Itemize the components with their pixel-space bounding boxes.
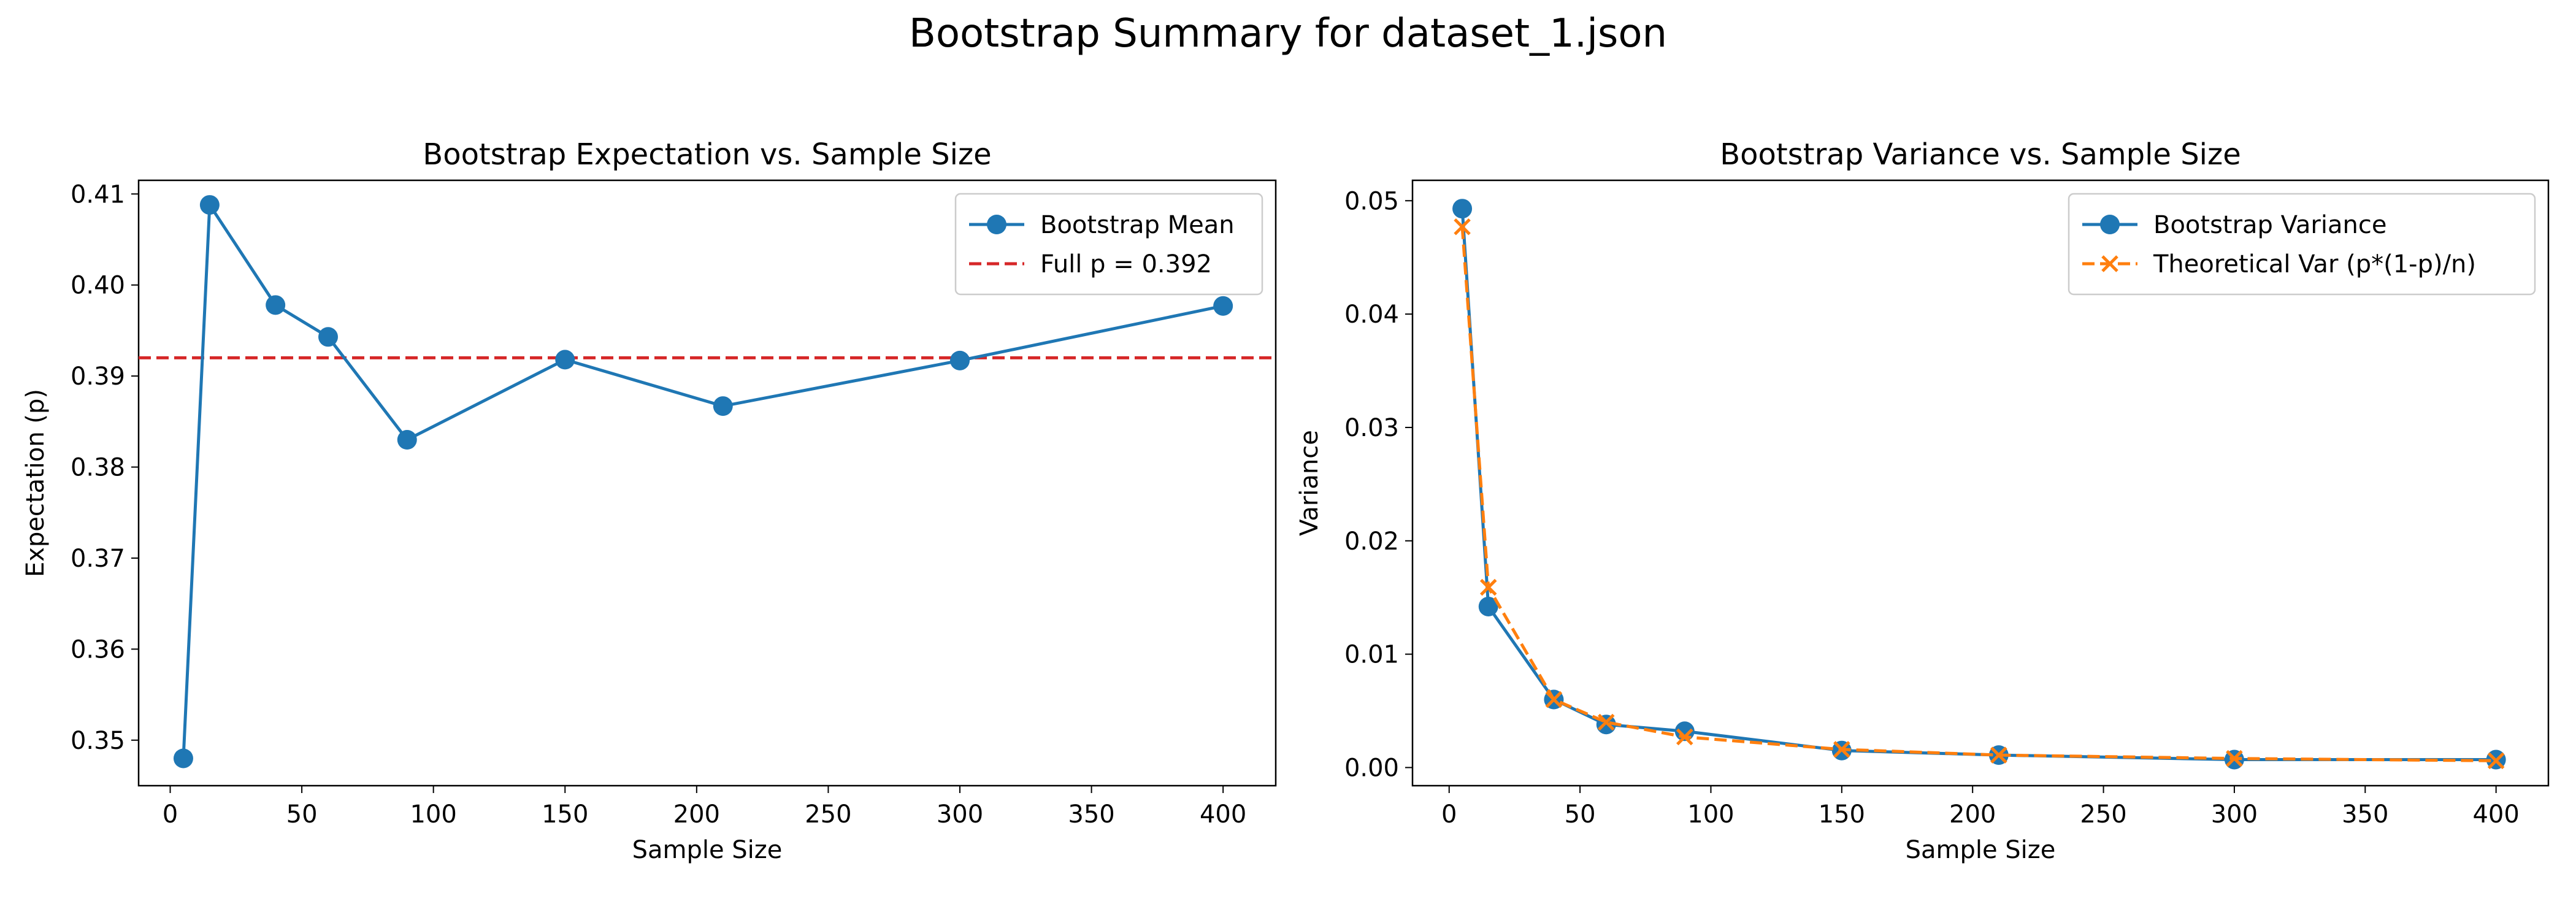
x-tick-label: 0	[1441, 800, 1457, 829]
legend-marker	[2100, 215, 2120, 234]
x-tick-label: 250	[2080, 800, 2126, 829]
data-point	[1452, 199, 1473, 219]
y-tick-label: 0.01	[1344, 641, 1399, 669]
legend-marker	[987, 215, 1006, 234]
x-axis-label: Sample Size	[632, 836, 783, 864]
x-tick-label: 400	[2472, 800, 2519, 829]
legend-box	[954, 193, 1263, 296]
y-tick-label: 0.04	[1344, 301, 1399, 329]
data-point	[2487, 752, 2505, 770]
y-tick-label: 0.39	[71, 362, 125, 391]
y-tick-label: 0.37	[71, 545, 125, 573]
x-tick-label: 50	[1565, 800, 1596, 829]
chart-title: Bootstrap Variance vs. Sample Size	[1720, 137, 2241, 172]
x-tick-label: 0	[163, 800, 178, 829]
legend-label: Full p = 0.392	[1040, 250, 1212, 278]
y-tick-label: 0.05	[1344, 187, 1399, 215]
x-tick-label: 50	[286, 800, 318, 829]
plot-frame	[1411, 179, 2550, 787]
figure-title: Bootstrap Summary for dataset_1.json	[908, 11, 1668, 56]
x-tick-label: 250	[805, 800, 851, 829]
data-point	[1598, 713, 1615, 731]
legend-box	[2068, 193, 2536, 296]
x-marker-stroke	[2226, 749, 2243, 767]
y-tick-label: 0.40	[71, 272, 125, 300]
x-tick-label: 300	[2211, 800, 2258, 829]
data-point	[555, 350, 575, 370]
data-point	[1454, 218, 1471, 236]
y-tick-label: 0.41	[71, 180, 125, 209]
data-point	[173, 748, 193, 769]
x-axis-label: Sample Size	[1906, 836, 2056, 864]
x-marker-stroke	[1545, 691, 1563, 708]
data-point	[1833, 741, 1850, 758]
legend-label: Bootstrap Mean	[1040, 211, 1235, 239]
y-tick-label: 0.36	[71, 635, 125, 664]
chart-2: Bootstrap Variance vs. Sample Size 0 50 100…	[1295, 137, 2550, 864]
y-tick-label: 0.03	[1344, 414, 1399, 442]
legend-label: Theoretical Var (p*(1-p)/n)	[2153, 250, 2476, 278]
y-tick-label: 0.02	[1344, 527, 1399, 556]
x-marker-stroke	[1676, 728, 1693, 746]
data-point	[318, 327, 338, 347]
data-point	[199, 195, 220, 215]
x-tick-label: 350	[2342, 800, 2388, 829]
x-tick-label: 300	[937, 800, 983, 829]
chart-1: Bootstrap Expectation vs. Sample Size 0 50…	[21, 137, 1277, 864]
y-axis-label: Variance	[1295, 430, 1324, 536]
chart-title: Bootstrap Expectation vs. Sample Size	[423, 137, 991, 172]
x-marker-stroke	[1598, 713, 1615, 731]
x-tick-label: 200	[673, 800, 720, 829]
x-marker-stroke	[1479, 578, 1497, 596]
y-tick-label: 0.38	[71, 454, 125, 482]
x-marker-stroke	[1990, 746, 2007, 764]
y-tick-label: 0.35	[71, 727, 125, 755]
x-tick-label: 150	[1819, 800, 1865, 829]
x-marker-stroke	[2487, 752, 2505, 770]
data-point	[1478, 596, 1498, 616]
x-marker-stroke	[1833, 741, 1850, 758]
x-marker-stroke	[1454, 218, 1471, 236]
y-axis-label: Expectation (p)	[21, 389, 50, 577]
data-point	[1676, 728, 1693, 746]
x-tick-label: 100	[1687, 800, 1734, 829]
x-tick-label: 100	[410, 800, 456, 829]
legend-label: Bootstrap Variance	[2153, 211, 2386, 239]
data-point	[950, 350, 970, 370]
data-point	[2226, 749, 2243, 767]
data-point	[1213, 296, 1233, 316]
plot-frame	[137, 179, 1277, 787]
data-point	[1545, 691, 1563, 708]
x-tick-label: 400	[1200, 800, 1246, 829]
data-point	[713, 396, 733, 416]
legend-marker	[2101, 255, 2118, 272]
data-point	[1990, 746, 2007, 764]
data-point	[266, 295, 286, 315]
legend: Bootstrap Mean Full p = 0.392	[954, 193, 1263, 296]
x-tick-label: 350	[1068, 800, 1114, 829]
data-point	[1479, 578, 1497, 596]
x-tick-label: 200	[1949, 800, 1996, 829]
x-tick-label: 150	[542, 800, 588, 829]
y-tick-label: 0.00	[1344, 754, 1399, 782]
legend: Bootstrap Variance Theoretical Var (p*(1-…	[2068, 193, 2536, 296]
series-line	[1460, 226, 2496, 762]
data-point	[397, 430, 417, 450]
